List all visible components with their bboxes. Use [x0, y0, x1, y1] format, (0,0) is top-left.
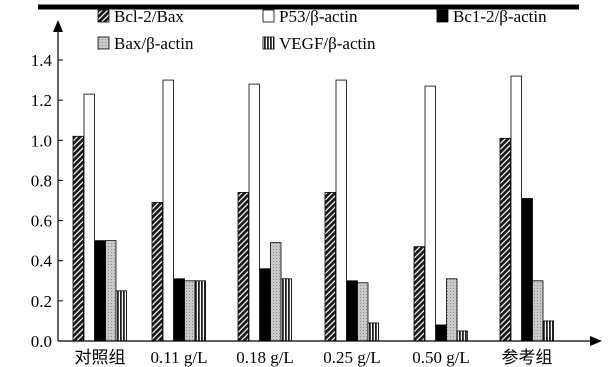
bar-5-1 — [115, 290, 127, 342]
axes: 0.0 0.2 0.4 0.6 0.8 1.0 1.2 1.4 对照组 0.11 g/L 0.18 … — [31, 20, 602, 367]
bar-2-3 — [248, 83, 260, 342]
bar-4-5 — [446, 278, 458, 342]
y-tick-label: 0.8 — [31, 171, 52, 190]
bar-3-1 — [94, 240, 106, 342]
legend-swatch-5 — [262, 36, 275, 50]
bar-1-5 — [413, 246, 425, 342]
y-tick-label: 1.2 — [31, 91, 52, 110]
x-axis-arrow — [590, 336, 602, 346]
legend-label-2: P53/β-actin — [279, 7, 358, 26]
x-category-label: 0.18 g/L — [236, 348, 294, 367]
y-tick-label: 0.6 — [31, 212, 52, 231]
x-category-label: 0.25 g/L — [323, 348, 381, 367]
bar-1-2 — [151, 202, 163, 342]
bar-4-4 — [357, 282, 369, 342]
bar-2-6 — [510, 75, 522, 342]
bar-2-1 — [83, 93, 95, 342]
bar-1-3 — [237, 192, 249, 342]
x-category-label: 对照组 — [75, 348, 126, 367]
x-category-label: 0.50 g/L — [412, 348, 470, 367]
bar-1-1 — [72, 135, 84, 342]
x-category-label: 参考组 — [502, 348, 553, 367]
bar-2-5 — [424, 85, 436, 342]
bar-4-1 — [105, 240, 117, 342]
y-axis-arrow — [53, 20, 63, 32]
bar-5-5 — [456, 330, 468, 342]
y-tick-label: 1.0 — [31, 131, 52, 150]
bar-2-2 — [162, 79, 174, 342]
y-tick-label: 0.2 — [31, 292, 52, 311]
bar-1-4 — [324, 192, 336, 342]
legend-swatch-3 — [436, 9, 449, 23]
bar-3-3 — [259, 268, 271, 342]
bar-5-4 — [367, 322, 379, 342]
legend-swatch-2 — [262, 9, 275, 23]
y-tick-label: 0.0 — [31, 332, 52, 351]
bar-3-2 — [173, 278, 185, 342]
bar-4-2 — [184, 280, 196, 342]
bar-3-4 — [346, 280, 358, 342]
legend-label-3: Bc1-2/β-actin — [453, 7, 547, 26]
legend-label-1: Bcl-2/Bax — [114, 7, 184, 26]
bar-2-4 — [335, 79, 347, 342]
legend-swatch-1 — [97, 9, 110, 23]
bar-4-6 — [532, 280, 544, 342]
legend-label-4: Bax/β-actin — [114, 34, 194, 53]
bar-3-5 — [435, 324, 447, 342]
bar-1-6 — [499, 137, 511, 342]
x-category-label: 0.11 g/L — [151, 348, 208, 367]
bar-5-3 — [280, 278, 292, 342]
y-tick-label: 1.4 — [31, 51, 53, 70]
legend: Bcl-2/Bax P53/β-actin Bc1-2/β-actin Bax/β-a… — [97, 7, 547, 53]
y-tick-label: 0.4 — [31, 252, 53, 271]
legend-label-5: VEGF/β-actin — [279, 34, 376, 53]
legend-swatch-4 — [97, 36, 110, 50]
bar-5-2 — [194, 280, 206, 342]
bar-4-3 — [270, 242, 282, 342]
bar-3-6 — [521, 198, 533, 342]
bar-5-6 — [542, 320, 554, 342]
bars — [72, 75, 554, 342]
